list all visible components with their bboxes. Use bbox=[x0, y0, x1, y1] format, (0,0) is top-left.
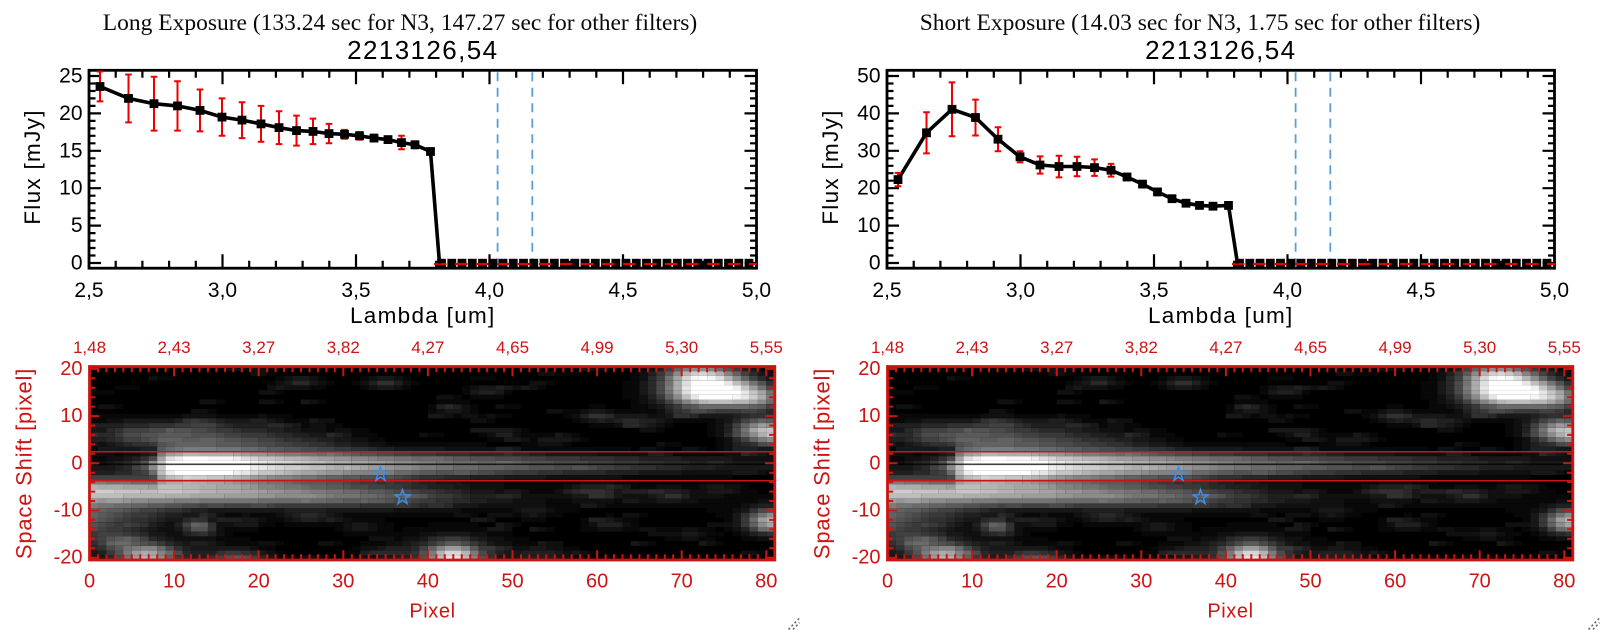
svg-text:Flux [mJy]: Flux [mJy] bbox=[818, 109, 843, 225]
svg-text:0: 0 bbox=[869, 252, 881, 275]
svg-text:Flux [mJy]: Flux [mJy] bbox=[20, 109, 45, 225]
svg-text:Short Exposure (14.03 sec for: Short Exposure (14.03 sec for N3, 1.75 s… bbox=[920, 10, 1481, 36]
svg-text:25: 25 bbox=[59, 65, 82, 88]
svg-text:50: 50 bbox=[857, 65, 880, 88]
svg-text:0: 0 bbox=[71, 252, 83, 275]
svg-text:2213126,54: 2213126,54 bbox=[347, 35, 498, 65]
svg-text:20: 20 bbox=[857, 177, 880, 200]
svg-text:Long Exposure (133.24 sec for: Long Exposure (133.24 sec for N3, 147.27… bbox=[103, 10, 698, 36]
svg-text:10: 10 bbox=[59, 177, 82, 200]
svg-text:20: 20 bbox=[59, 102, 82, 125]
svg-text:30: 30 bbox=[857, 139, 880, 162]
svg-text:15: 15 bbox=[59, 139, 82, 162]
svg-text:40: 40 bbox=[857, 102, 880, 125]
svg-text:2213126,54: 2213126,54 bbox=[1145, 35, 1296, 65]
svg-text:10: 10 bbox=[857, 214, 880, 237]
svg-text:5: 5 bbox=[71, 214, 83, 237]
